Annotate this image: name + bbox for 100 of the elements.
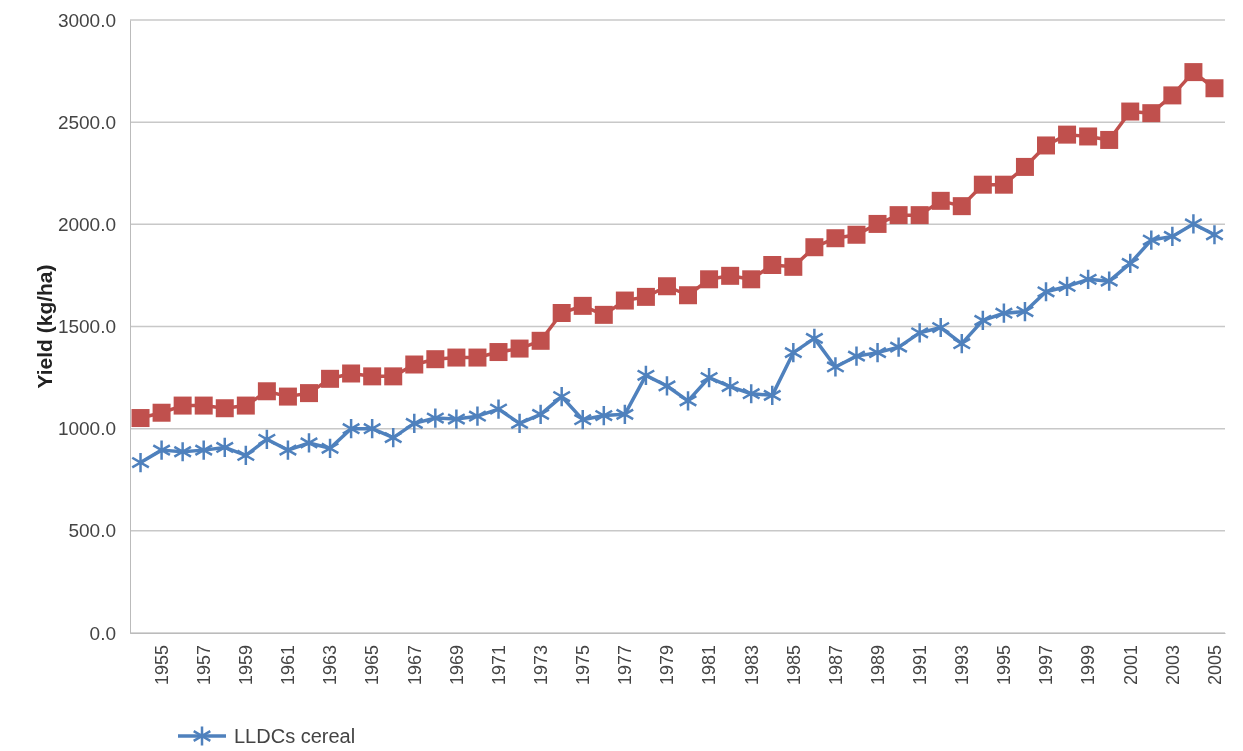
y-tick-label: 2500.0: [57, 111, 116, 133]
y-tick-label: 0.0: [89, 622, 116, 644]
point: [615, 291, 634, 310]
point: [783, 341, 803, 364]
y-tick-label: 3000.0: [57, 9, 116, 31]
point: [657, 277, 676, 296]
point: [257, 382, 276, 401]
point: [531, 403, 551, 426]
point: [994, 175, 1013, 194]
point: [1058, 125, 1077, 144]
point: [194, 396, 213, 415]
x-tick-label: 1957: [194, 645, 214, 686]
x-tick-label: 1997: [1036, 645, 1057, 686]
x-tick-label: 1971: [488, 645, 509, 686]
point: [1037, 136, 1056, 155]
point: [804, 327, 824, 350]
point: [1184, 63, 1203, 82]
point: [404, 412, 424, 435]
point: [467, 405, 488, 428]
point: [152, 439, 172, 461]
point: [1183, 213, 1203, 235]
point: [1099, 270, 1119, 292]
point: [1079, 127, 1098, 146]
x-tick-label: 1975: [573, 645, 594, 686]
x-tick-label: 1977: [615, 645, 636, 686]
x-tick-label: 1973: [530, 645, 551, 686]
x-tick-label: 1981: [699, 645, 720, 686]
point: [1100, 130, 1119, 149]
point: [405, 355, 424, 374]
point: [784, 257, 803, 276]
y-axis-title: Yield (kg/ha): [33, 264, 56, 389]
x-tick-label: 2001: [1120, 645, 1141, 686]
point: [1142, 104, 1161, 123]
point: [363, 367, 382, 386]
point: [510, 412, 530, 435]
point: [867, 341, 888, 364]
point: [1121, 102, 1140, 121]
point: [257, 428, 277, 451]
point: [763, 256, 782, 274]
point: [931, 316, 951, 339]
point: [552, 385, 572, 408]
point: [573, 408, 593, 431]
point: [826, 229, 845, 248]
point: [488, 398, 509, 420]
point: [384, 367, 403, 386]
point: [362, 417, 382, 440]
point: [910, 321, 930, 344]
point: [1057, 275, 1077, 298]
point: [215, 399, 234, 418]
point: [889, 206, 908, 225]
point: [1120, 252, 1140, 275]
point: [130, 451, 151, 474]
x-tick-label: 1969: [446, 645, 467, 686]
x-tick-label: 2005: [1204, 645, 1225, 686]
point: [657, 375, 677, 397]
point: [889, 336, 909, 358]
point: [131, 409, 150, 428]
point: [552, 304, 571, 323]
point: [1141, 229, 1161, 251]
point: [679, 286, 698, 305]
point: [910, 206, 929, 225]
legend-label: LLDCs cereal: [234, 725, 356, 747]
x-tick-label: 1985: [783, 645, 804, 686]
x-tick-label: 1965: [362, 645, 383, 686]
point: [742, 270, 761, 289]
point: [700, 270, 719, 289]
y-tick-label: 2000.0: [57, 213, 116, 235]
x-tick-label: 1979: [657, 645, 678, 686]
point: [446, 408, 466, 430]
point: [320, 437, 340, 460]
point: [531, 331, 550, 350]
point: [805, 238, 824, 257]
point: [278, 439, 298, 461]
x-tick-label: 1999: [1078, 645, 1099, 686]
point: [1036, 280, 1056, 303]
x-tick-label: 1995: [994, 645, 1015, 686]
point: [594, 305, 613, 324]
point: [1204, 223, 1225, 246]
x-tick-label: 1987: [825, 645, 846, 686]
y-tick-label: 1500.0: [57, 316, 116, 338]
point: [594, 404, 614, 427]
point: [825, 356, 845, 378]
point: [215, 436, 235, 459]
x-tick-label: 1983: [741, 645, 762, 686]
point: [1163, 86, 1182, 105]
x-tick-label: 1989: [867, 645, 888, 686]
point: [510, 339, 529, 358]
point: [173, 396, 192, 415]
point: [1205, 79, 1224, 98]
point: [321, 369, 340, 388]
point: [931, 191, 950, 210]
point: [425, 407, 445, 429]
point: [1015, 157, 1034, 176]
point: [952, 197, 971, 216]
x-tick-label: 1961: [278, 645, 299, 686]
point: [278, 387, 297, 406]
point: [173, 440, 193, 463]
point: [447, 348, 466, 367]
x-tick-label: 1963: [320, 645, 341, 686]
point: [868, 214, 887, 233]
